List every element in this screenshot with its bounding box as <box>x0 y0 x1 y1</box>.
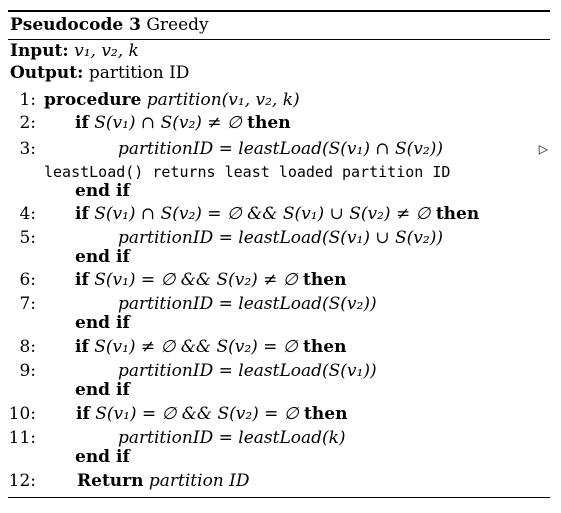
code-line-2: 2: if S(v₁) ∩ S(v₂) ≠ ∅ then <box>8 112 550 134</box>
output-line: Output: partition ID <box>8 62 550 84</box>
keyword: Return <box>77 471 144 491</box>
code-text: partitionID = leastLoad(S(v₁) ∩ S(v₂)) <box>118 139 443 159</box>
code-line-11: 11: partitionID = leastLoad(k) <box>8 427 550 449</box>
keyword-then: then <box>435 204 480 224</box>
code-line-6: 6: if S(v₁) = ∅ && S(v₂) ≠ ∅ then <box>8 269 550 291</box>
keyword: end if <box>75 380 130 400</box>
keyword: end if <box>75 447 130 467</box>
line-number: 3: <box>19 139 36 159</box>
keyword: end if <box>75 181 130 201</box>
input-label: Input: <box>10 41 69 61</box>
keyword: if <box>75 337 89 357</box>
code-line-9: 9: partitionID = leastLoad(S(v₁)) <box>8 360 550 382</box>
code-line-4: 4: if S(v₁) ∩ S(v₂) = ∅ && S(v₁) ∪ S(v₂)… <box>8 203 550 225</box>
code-comment: leastLoad() returns least loaded partiti… <box>8 161 550 183</box>
code-text: partitionID = leastLoad(k) <box>118 428 346 448</box>
output-value: partition ID <box>88 63 190 83</box>
keyword-then: then <box>247 113 291 133</box>
keyword: if <box>75 204 89 224</box>
line-number: 10: <box>8 404 36 424</box>
comment-triangle-icon: ▷ <box>538 142 548 156</box>
end-if-5: end if <box>8 446 550 468</box>
line-number: 7: <box>19 294 36 314</box>
keyword-then: then <box>303 337 347 357</box>
code-line-7: 7: partitionID = leastLoad(S(v₂)) <box>8 293 550 315</box>
line-number: 5: <box>19 228 36 248</box>
code-line-12: 12: Return partition ID <box>8 470 550 492</box>
caption-rule <box>8 39 550 40</box>
code-text: partitionID = leastLoad(S(v₁)) <box>118 361 377 381</box>
code-line-1: 1: procedure partition(v₁, v₂, k) <box>8 89 550 111</box>
end-if-1: end if <box>8 180 550 202</box>
line-number: 1: <box>19 90 36 110</box>
end-if-4: end if <box>8 379 550 401</box>
top-rule <box>8 10 550 12</box>
code-text: S(v₁) ≠ ∅ && S(v₂) = ∅ <box>94 337 298 357</box>
code-line-10: 10: if S(v₁) = ∅ && S(v₂) = ∅ then <box>8 403 550 425</box>
comment-text: leastLoad() returns least loaded partiti… <box>44 163 451 181</box>
keyword: end if <box>75 247 130 267</box>
keyword: if <box>76 404 90 424</box>
code-text: partitionID = leastLoad(S(v₁) ∪ S(v₂)) <box>118 228 443 248</box>
output-label: Output: <box>10 63 84 83</box>
keyword-then: then <box>304 404 348 424</box>
input-line: Input: v₁, v₂, k <box>8 40 550 62</box>
code-line-5: 5: partitionID = leastLoad(S(v₁) ∪ S(v₂)… <box>8 227 550 249</box>
keyword: end if <box>75 313 130 333</box>
code-text: partition(v₁, v₂, k) <box>146 90 300 110</box>
keyword-then: then <box>303 270 347 290</box>
keyword: procedure <box>44 90 142 110</box>
bottom-rule <box>8 497 550 498</box>
code-text: S(v₁) ∩ S(v₂) ≠ ∅ <box>94 113 242 133</box>
caption-label: Pseudocode 3 <box>10 15 141 35</box>
code-text: partitionID = leastLoad(S(v₂)) <box>118 294 377 314</box>
algorithm-block: Pseudocode 3 Greedy Input: v₁, v₂, k Out… <box>8 10 550 498</box>
line-number: 4: <box>19 204 36 224</box>
keyword: if <box>75 270 89 290</box>
input-value: v₁, v₂, k <box>74 41 139 61</box>
caption-title: Greedy <box>146 15 209 35</box>
end-if-3: end if <box>8 312 550 334</box>
line-number: 9: <box>19 361 36 381</box>
code-line-8: 8: if S(v₁) ≠ ∅ && S(v₂) = ∅ then <box>8 336 550 358</box>
keyword: if <box>75 113 89 133</box>
line-number: 2: <box>19 113 36 133</box>
end-if-2: end if <box>8 246 550 268</box>
code-line-3: 3: partitionID = leastLoad(S(v₁) ∩ S(v₂)… <box>8 138 550 160</box>
line-number: 6: <box>19 270 36 290</box>
line-number: 11: <box>8 428 36 448</box>
code-text: S(v₁) ∩ S(v₂) = ∅ && S(v₁) ∪ S(v₂) ≠ ∅ <box>94 204 431 224</box>
code-text: S(v₁) = ∅ && S(v₂) = ∅ <box>95 404 299 424</box>
code-text: S(v₁) = ∅ && S(v₂) ≠ ∅ <box>94 270 298 290</box>
code-text: partition ID <box>148 471 250 491</box>
line-number: 8: <box>19 337 36 357</box>
line-number: 12: <box>8 471 36 491</box>
algorithm-caption: Pseudocode 3 Greedy <box>8 12 550 39</box>
